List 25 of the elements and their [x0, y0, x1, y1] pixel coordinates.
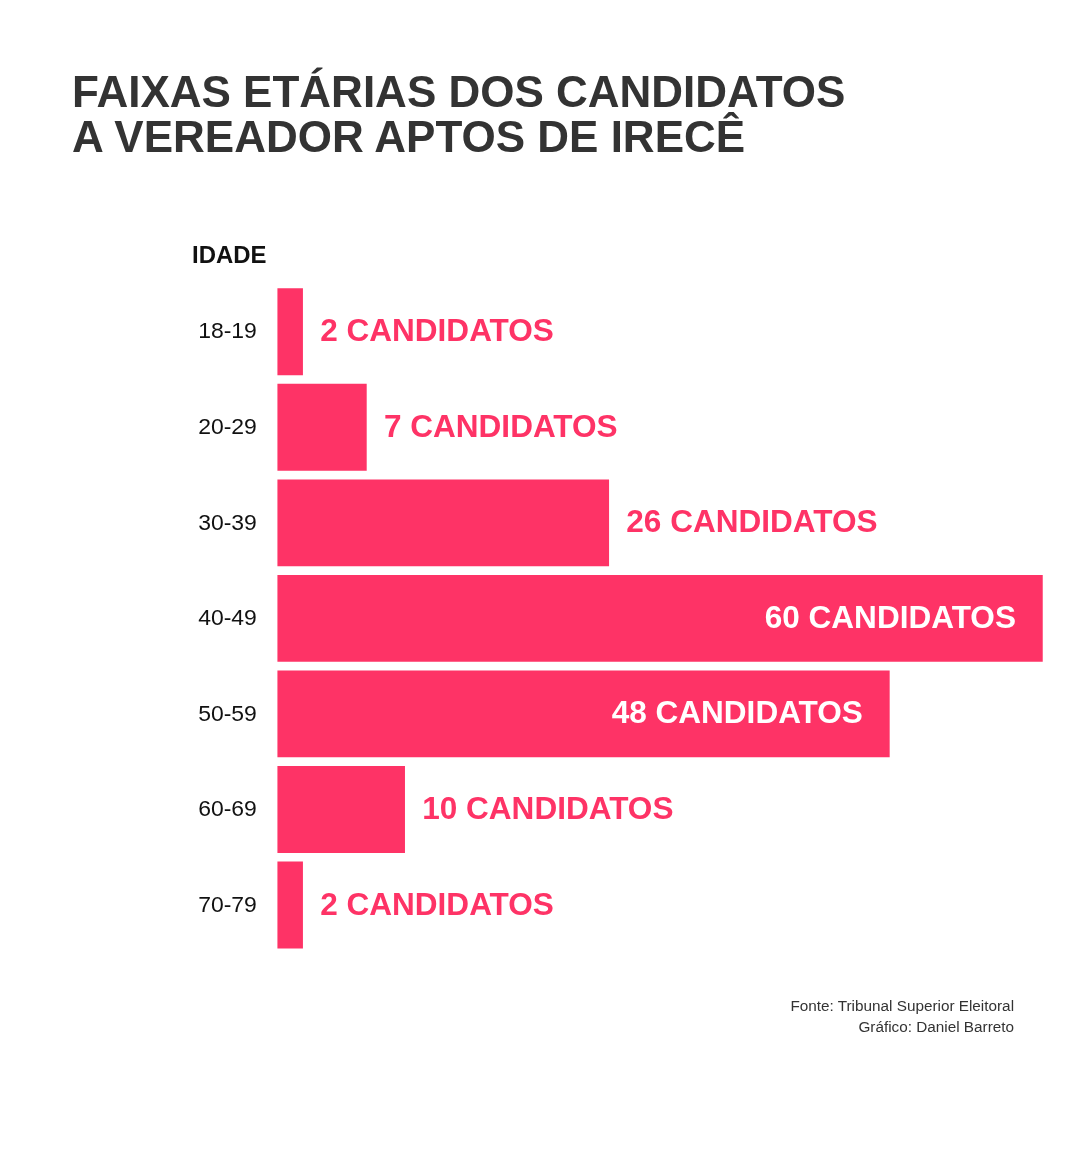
source-note: Fonte: Tribunal Superior Eleitoral: [790, 996, 1015, 1014]
bar: [277, 574, 1043, 662]
data-label: 7 CANDIDATOS: [383, 407, 618, 444]
y-tick-label: 60-69: [198, 795, 257, 822]
bar: [277, 670, 890, 758]
bar: [277, 288, 303, 376]
y-tick-label: 30-39: [198, 508, 257, 535]
chart-title: FAIXAS ETÁRIAS DOS CANDIDATOS A VEREADOR APTOS DE IRECÊ: [71, 66, 846, 162]
y-tick-label: 40-49: [198, 604, 257, 631]
y-tick-label: 70-79: [198, 890, 257, 917]
y-tick-label: 20-29: [198, 413, 257, 440]
bar: [277, 479, 610, 567]
y-tick-label: 50-59: [198, 699, 257, 726]
data-label: 10 CANDIDATOS: [422, 790, 674, 826]
y-tick-label: 18-19: [198, 317, 257, 344]
bar: [277, 765, 405, 853]
bar: [277, 861, 303, 949]
data-label: 48 CANDIDATOS: [611, 694, 863, 731]
bar: [277, 383, 367, 471]
text: Gráfico: Daniel Barreto: [858, 1017, 1015, 1035]
y-axis-title: IDADE: [192, 240, 267, 268]
data-label: 26 CANDIDATOS: [626, 503, 878, 540]
data-label: 60 CANDIDATOS: [764, 598, 1016, 635]
data-label: 2 CANDIDATOS: [320, 312, 554, 349]
data-label: 2 CANDIDATOS: [320, 885, 554, 922]
